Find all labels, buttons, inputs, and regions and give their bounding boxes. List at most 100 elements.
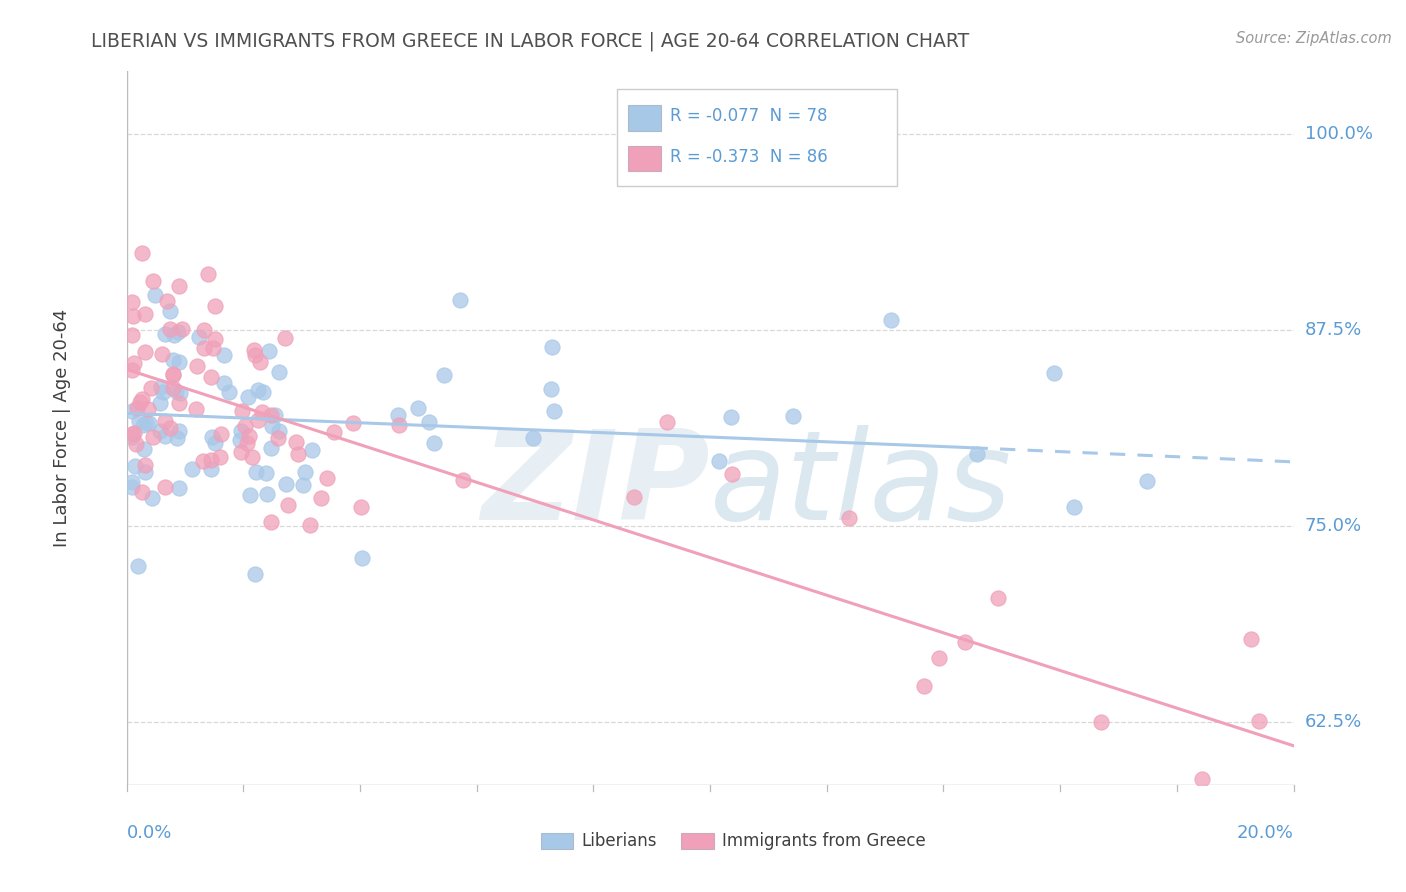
- Point: [212, 348, 235, 362]
- Point: [121, 404, 143, 418]
- Point: [294, 465, 316, 479]
- Point: [387, 408, 409, 422]
- Point: [218, 385, 240, 400]
- Point: [121, 328, 143, 343]
- Point: [131, 246, 153, 260]
- Point: [623, 490, 645, 504]
- Point: [782, 409, 804, 424]
- Point: [1240, 632, 1263, 646]
- Point: [838, 510, 860, 524]
- Point: [422, 436, 444, 450]
- Point: [134, 307, 156, 321]
- Point: [236, 391, 259, 405]
- Point: [204, 299, 226, 313]
- FancyBboxPatch shape: [681, 833, 713, 849]
- Point: [252, 384, 274, 399]
- Point: [287, 447, 309, 461]
- Point: [193, 341, 215, 355]
- Point: [121, 430, 143, 444]
- Point: [134, 442, 156, 456]
- Point: [238, 429, 260, 443]
- Point: [169, 385, 191, 400]
- Point: [150, 347, 173, 361]
- FancyBboxPatch shape: [617, 89, 897, 186]
- Text: 87.5%: 87.5%: [1305, 321, 1362, 339]
- Point: [132, 418, 155, 433]
- Point: [277, 498, 299, 512]
- Point: [1043, 367, 1066, 381]
- Point: [169, 395, 191, 409]
- Point: [540, 382, 562, 396]
- Point: [229, 434, 252, 448]
- Point: [1090, 714, 1112, 729]
- Point: [162, 353, 184, 368]
- Point: [131, 392, 153, 407]
- Point: [406, 401, 429, 415]
- Point: [1247, 714, 1270, 728]
- FancyBboxPatch shape: [541, 833, 574, 849]
- Text: atlas: atlas: [710, 425, 1012, 546]
- Point: [125, 437, 148, 451]
- Point: [350, 500, 373, 515]
- Point: [246, 383, 269, 397]
- Point: [449, 293, 471, 307]
- Text: R = -0.077  N = 78: R = -0.077 N = 78: [671, 107, 828, 125]
- Point: [162, 381, 184, 395]
- Point: [522, 431, 544, 445]
- Point: [165, 384, 187, 399]
- Point: [200, 430, 222, 444]
- Point: [149, 396, 172, 410]
- Text: ZIP: ZIP: [481, 425, 710, 546]
- Point: [231, 404, 253, 418]
- Point: [200, 453, 222, 467]
- FancyBboxPatch shape: [628, 145, 661, 171]
- Point: [163, 327, 186, 342]
- Point: [188, 330, 211, 344]
- Point: [212, 376, 235, 391]
- Point: [186, 359, 208, 373]
- Point: [149, 424, 172, 438]
- Point: [145, 287, 167, 301]
- Point: [202, 341, 225, 355]
- Point: [236, 435, 259, 450]
- Point: [197, 267, 219, 281]
- Point: [122, 356, 145, 370]
- Point: [209, 426, 232, 441]
- Point: [159, 421, 181, 435]
- Point: [153, 480, 176, 494]
- Point: [987, 591, 1010, 606]
- Point: [142, 430, 165, 444]
- Point: [121, 426, 143, 441]
- Point: [707, 453, 730, 467]
- Point: [128, 413, 150, 427]
- Text: 20.0%: 20.0%: [1237, 824, 1294, 842]
- Point: [240, 450, 263, 464]
- Point: [655, 415, 678, 429]
- Point: [162, 368, 184, 382]
- Point: [322, 425, 344, 439]
- Point: [260, 515, 283, 529]
- Text: LIBERIAN VS IMMIGRANTS FROM GREECE IN LABOR FORCE | AGE 20-64 CORRELATION CHART: LIBERIAN VS IMMIGRANTS FROM GREECE IN LA…: [91, 31, 970, 51]
- Point: [159, 304, 181, 318]
- Point: [245, 465, 267, 479]
- Point: [167, 481, 190, 495]
- Point: [231, 425, 253, 439]
- Point: [204, 436, 226, 450]
- Point: [274, 331, 297, 345]
- Point: [127, 401, 149, 415]
- Point: [134, 458, 156, 473]
- Point: [121, 363, 143, 377]
- Text: Liberians: Liberians: [582, 832, 657, 850]
- Point: [245, 348, 267, 362]
- Point: [138, 416, 160, 430]
- Point: [453, 473, 475, 487]
- Point: [928, 650, 950, 665]
- Point: [721, 467, 744, 482]
- Point: [267, 365, 290, 379]
- Point: [720, 409, 742, 424]
- Point: [1063, 500, 1085, 515]
- Point: [912, 679, 935, 693]
- Point: [274, 476, 297, 491]
- Point: [315, 471, 337, 485]
- Text: Immigrants from Greece: Immigrants from Greece: [721, 832, 925, 850]
